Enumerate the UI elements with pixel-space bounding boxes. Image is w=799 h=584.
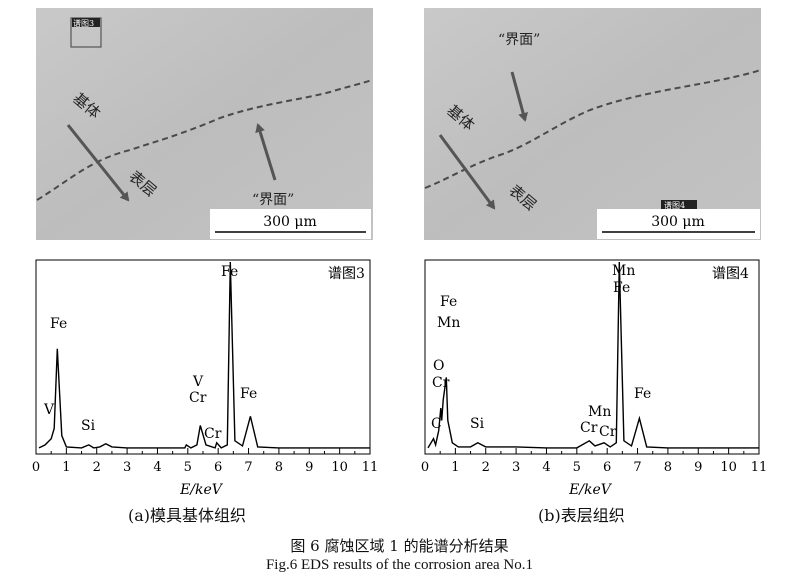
peak-label-cr-kb: Cr	[599, 424, 617, 440]
x-axis-label: E/keV	[568, 482, 613, 498]
peak-label-o: O	[433, 358, 444, 374]
label-interface: “界面”	[252, 192, 294, 208]
x-tick-label: 2	[93, 460, 101, 475]
x-tick-label: 8	[275, 460, 283, 475]
spectrum-line	[38, 261, 370, 449]
x-tick-label: 8	[664, 460, 672, 475]
peak-label-fe-ka: Fe	[613, 280, 630, 296]
x-tick-label: 10	[720, 460, 737, 475]
spectrum-line	[427, 261, 759, 449]
sem-image-b: 谱图4 基体 表层 “界面” 300 μm	[424, 8, 761, 240]
peak-label-v-low: V	[43, 402, 55, 418]
scalebar-label: 300 μm	[651, 214, 705, 230]
peak-label-cr-kb: Cr	[204, 426, 222, 442]
peak-label-mn-k: Mn	[612, 263, 635, 279]
label-interface: “界面”	[498, 32, 540, 48]
x-tick-label: 0	[32, 460, 40, 475]
spectrum-tag-label: 谱图3	[73, 18, 94, 28]
interface-boundary-line	[424, 69, 761, 189]
x-tick-label: 5	[573, 460, 581, 475]
scalebar-label: 300 μm	[263, 214, 317, 230]
x-tick-label: 6	[603, 460, 611, 475]
spectrum-chart-b: 谱图4 0 1 2 3 4 5 6 7 8 9 10 11 C O Cr Fe Mn Si Mn Cr…	[421, 259, 767, 498]
x-axis-ticks: 0 1 2 3 4 5 6 7 8 9 10 11	[421, 448, 767, 475]
x-tick-label: 2	[482, 460, 490, 475]
peak-label-fe-kb: Fe	[634, 386, 651, 402]
figure-caption-cn: 图 6 腐蚀区域 1 的能谱分析结果	[290, 537, 509, 555]
subfigure-label-a: (a)模具基体组织	[128, 506, 247, 525]
interface-boundary-line	[36, 79, 373, 201]
peak-label-fe-l: Fe	[440, 294, 457, 310]
x-tick-label: 1	[62, 460, 70, 475]
spectrum-tag-label: 谱图4	[664, 200, 685, 210]
x-tick-label: 3	[123, 460, 131, 475]
peak-label-fe-ka: Fe	[221, 264, 238, 280]
x-tick-label: 11	[362, 460, 379, 475]
x-tick-label: 4	[542, 460, 550, 475]
arrow-matrix-to-layer	[438, 134, 496, 210]
x-tick-label: 4	[153, 460, 161, 475]
arrow-interface	[255, 123, 277, 181]
x-tick-label: 9	[694, 460, 702, 475]
x-tick-label: 9	[305, 460, 313, 475]
peak-label-si: Si	[81, 418, 96, 434]
x-tick-label: 3	[512, 460, 520, 475]
subfigure-label-b: (b)表层组织	[538, 506, 625, 525]
peak-label-c: C	[431, 416, 442, 432]
x-tick-label: 7	[633, 460, 641, 475]
scalebar-box	[597, 209, 760, 239]
x-tick-label: 6	[214, 460, 222, 475]
x-tick-label: 10	[331, 460, 348, 475]
x-tick-label: 11	[751, 460, 768, 475]
x-axis-label: E/keV	[179, 482, 224, 498]
peak-label-mn-l: Mn	[437, 315, 460, 331]
peak-label-cr: Cr	[189, 390, 207, 406]
peak-label-fe-l: Fe	[50, 316, 67, 332]
peak-label-si: Si	[470, 416, 485, 432]
peak-label-v: V	[192, 374, 204, 390]
sem-image-a: 谱图3 基体 表层 “界面” 300 μm	[36, 8, 373, 240]
peak-label-cr-l: Cr	[432, 375, 450, 391]
scalebar-box	[210, 209, 371, 239]
arrow-interface	[510, 71, 528, 122]
x-axis-ticks: 0 1 2 3 4 5 6 7 8 9 10 11	[32, 448, 378, 475]
spectrum-title: 谱图3	[328, 266, 365, 282]
arrow-matrix-to-layer	[66, 124, 130, 202]
x-tick-label: 5	[184, 460, 192, 475]
peak-label-cr: Cr	[580, 420, 598, 436]
spectrum-title: 谱图4	[712, 266, 749, 282]
x-tick-label: 0	[421, 460, 429, 475]
x-tick-label: 7	[244, 460, 252, 475]
x-tick-label: 1	[451, 460, 459, 475]
peak-label-fe-kb: Fe	[240, 386, 257, 402]
figure-caption-en: Fig.6 EDS results of the corrosion area …	[265, 557, 534, 573]
spectrum-chart-a: 谱图3 0 1 2 3 4 5 6 7 8 9 10 11 V Fe Si V Cr Cr Fe Fe…	[32, 259, 378, 498]
peak-label-mn: Mn	[588, 404, 611, 420]
